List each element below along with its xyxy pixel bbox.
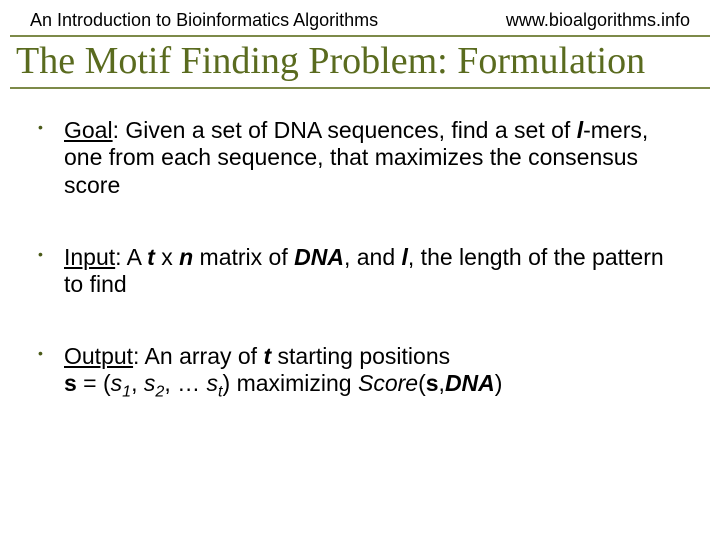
header-left: An Introduction to Bioinformatics Algori… <box>30 10 378 31</box>
output-s1: s <box>111 370 123 396</box>
output-dnaarg: DNA <box>445 370 495 396</box>
slide: An Introduction to Bioinformatics Algori… <box>0 0 720 540</box>
output-comma2: , … <box>164 370 206 396</box>
goal-label: Goal <box>64 117 113 143</box>
input-text2: x <box>155 244 179 270</box>
bullet-goal: Goal: Given a set of DNA sequences, find… <box>34 117 680 200</box>
title-rule <box>10 87 710 89</box>
output-score: Score <box>358 370 418 396</box>
bullet-output: Output: An array of t starting positions… <box>34 343 680 403</box>
output-s2: s <box>144 370 156 396</box>
output-t: t <box>263 343 271 369</box>
output-sub1: 1 <box>122 383 131 401</box>
input-text4: , and <box>344 244 402 270</box>
output-label: Output <box>64 343 133 369</box>
slide-title: The Motif Finding Problem: Formulation <box>0 37 720 85</box>
input-t: t <box>147 244 155 270</box>
output-text2: starting positions <box>271 343 450 369</box>
input-text3: matrix of <box>193 244 294 270</box>
output-st: s <box>207 370 219 396</box>
input-text1: A <box>122 244 148 270</box>
header-right: www.bioalgorithms.info <box>506 10 690 31</box>
input-n: n <box>179 244 193 270</box>
output-comma1: , <box>131 370 144 396</box>
output-eq: = ( <box>77 370 111 396</box>
output-open2: ( <box>418 370 426 396</box>
output-close2: ) <box>495 370 503 396</box>
output-close: ) maximizing <box>223 370 358 396</box>
bullet-list: Goal: Given a set of DNA sequences, find… <box>0 117 720 402</box>
input-label: Input <box>64 244 115 270</box>
bullet-input: Input: A t x n matrix of DNA, and l, the… <box>34 244 680 299</box>
output-sarg: s <box>426 370 439 396</box>
header-row: An Introduction to Bioinformatics Algori… <box>0 0 720 35</box>
goal-text1: Given a set of DNA sequences, find a set… <box>119 117 577 143</box>
output-text1: An array of <box>139 343 263 369</box>
input-dna: DNA <box>294 244 344 270</box>
output-s-lhs: s <box>64 370 77 396</box>
